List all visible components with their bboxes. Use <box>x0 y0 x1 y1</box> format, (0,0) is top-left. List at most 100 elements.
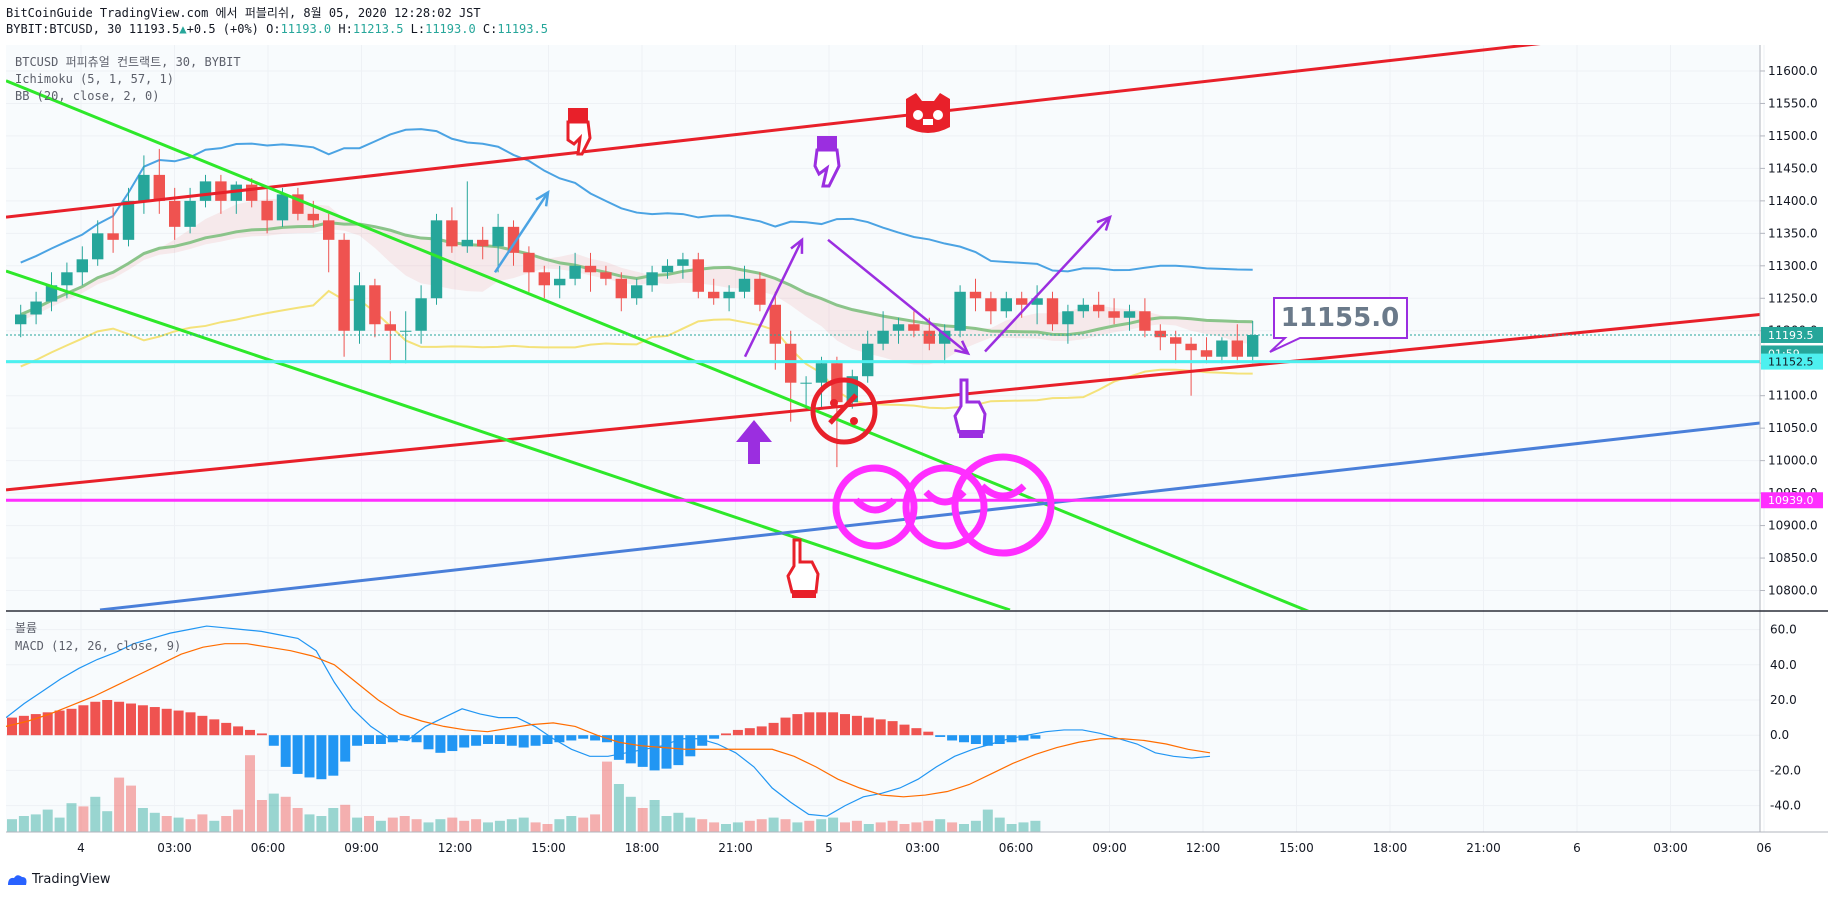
price-axis[interactable]: 11600.0 11550.0 11500.0 11450.0 11400.0 11350… <box>1760 64 1823 813</box>
candle-body <box>985 298 997 312</box>
legend-ichimoku[interactable]: Ichimoku (5, 1, 57, 1) <box>15 72 174 86</box>
time-axis[interactable]: 4 03:00 06:00 09:00 12:00 15:00 18:00 21:00 5 03:… <box>77 841 1771 855</box>
candle-body <box>1108 311 1120 318</box>
change-arrow-icon: ▲ <box>179 22 187 36</box>
price-tick-label: 11250.0 <box>1768 291 1818 305</box>
candle-body <box>1031 298 1043 305</box>
time-tick-label: 06:00 <box>251 841 286 855</box>
candle-body <box>538 272 550 286</box>
legend-bb[interactable]: BB (20, close, 2, 0) <box>15 89 160 103</box>
volume-bar <box>245 755 255 832</box>
close-value: 11193.5 <box>497 22 548 36</box>
macd-histogram-bar <box>590 735 601 741</box>
price-layer <box>6 45 1760 610</box>
volume-bar <box>149 812 160 832</box>
volume-bar <box>875 822 886 832</box>
candle-body <box>1200 350 1213 357</box>
symbol-name[interactable]: BYBIT:BTCUSD, 30 <box>6 22 122 36</box>
candle-body <box>769 304 781 344</box>
candle-body <box>738 278 751 292</box>
last-price: 11193.5 <box>128 22 180 36</box>
macd-histogram-bar <box>66 708 77 736</box>
macd-histogram-bar <box>530 735 541 746</box>
macd-histogram-bar <box>364 735 374 744</box>
volume-bar <box>328 808 339 832</box>
macd-histogram-bar <box>804 712 815 736</box>
macd-histogram-bar <box>30 714 41 736</box>
volume-bar <box>530 822 541 832</box>
blue-arrow-head <box>535 190 550 207</box>
macd-histogram-bar <box>435 735 446 753</box>
volume-bar <box>851 820 862 832</box>
time-tick-label: 06:00 <box>999 841 1034 855</box>
volume-bar <box>268 793 279 832</box>
macd-histogram-bar <box>947 735 958 741</box>
macd-histogram-bar <box>7 717 17 736</box>
time-tick-label: 15:00 <box>1279 841 1314 855</box>
tradingview-footer[interactable]: TradingView <box>6 872 111 887</box>
price-tick-label: 10900.0 <box>1768 519 1818 533</box>
volume-bar <box>518 817 529 832</box>
volume-bar <box>590 814 601 832</box>
macd-histogram-bar <box>483 735 493 744</box>
candle-body <box>554 278 566 286</box>
candle-body <box>939 330 951 344</box>
price-annotation-box[interactable]: 11155.0 <box>1269 297 1408 353</box>
candle-body <box>492 226 504 247</box>
time-tick-label: 15:00 <box>531 841 566 855</box>
macd-histogram-bar <box>792 714 803 736</box>
candle-body <box>954 291 966 331</box>
macd-histogram-bar <box>578 735 589 739</box>
macd-tick-label: 0.0 <box>1770 728 1789 742</box>
candle-body <box>430 220 443 299</box>
macd-histogram-bar <box>292 735 303 774</box>
volume-bar <box>233 809 244 832</box>
time-tick-label: 03:00 <box>157 841 192 855</box>
macd-histogram-bar <box>471 735 482 746</box>
legend-symbol[interactable]: BTCUSD 퍼피츄얼 컨트랙트, 30, BYBIT <box>15 55 241 69</box>
macd-histogram-bar <box>304 735 315 778</box>
volume-bar <box>7 819 17 832</box>
tradingview-logo-icon <box>8 874 27 885</box>
volume-bar <box>90 796 101 832</box>
price-tick-label: 11050.0 <box>1768 421 1818 435</box>
candle-body <box>1016 298 1028 305</box>
macd-histogram-bar <box>256 733 267 736</box>
candle-body <box>107 233 119 240</box>
legend-macd[interactable]: MACD (12, 26, close, 9) <box>15 639 181 653</box>
candle-body <box>1046 298 1059 325</box>
candle-body <box>523 252 535 273</box>
candle-body <box>338 239 350 331</box>
volume-bar <box>947 822 958 832</box>
macd-tick-label: 40.0 <box>1770 658 1797 672</box>
candle-body <box>631 285 643 299</box>
candle-body <box>153 174 165 201</box>
signal-line <box>6 643 1211 798</box>
macd-histogram-bar <box>221 722 232 736</box>
candle-body <box>923 330 935 344</box>
volume-bar <box>863 824 874 832</box>
volume-bar <box>387 817 398 832</box>
price-tick-label: 11500.0 <box>1768 129 1818 143</box>
volume-bar <box>780 819 791 832</box>
candle-body <box>169 200 181 227</box>
macd-histogram-bar <box>697 735 708 746</box>
price-tick-label: 10850.0 <box>1768 551 1818 565</box>
macd-histogram-bar <box>78 705 89 736</box>
candle-body <box>846 376 858 403</box>
volume-bar <box>840 822 850 832</box>
macd-histogram-bar <box>233 726 244 736</box>
macd-histogram-bar <box>816 712 827 736</box>
candle-body <box>307 213 319 221</box>
volume-bar <box>42 809 53 832</box>
legend-volume[interactable]: 볼륨 <box>15 621 37 635</box>
volume-bar <box>554 819 565 832</box>
volume-bar <box>721 824 731 832</box>
candle-body <box>584 265 597 273</box>
candle-body <box>862 343 874 377</box>
macd-histogram-bar <box>328 735 339 776</box>
macd-histogram-bar <box>899 724 910 736</box>
macd-histogram-bar <box>554 735 565 743</box>
time-tick-label: 12:00 <box>1186 841 1221 855</box>
